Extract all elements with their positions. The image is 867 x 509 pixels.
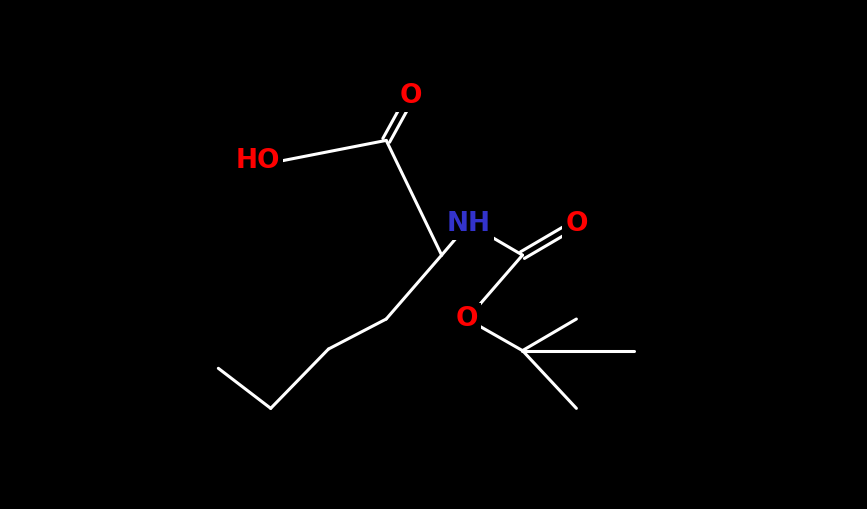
Text: NH: NH xyxy=(447,211,491,237)
Text: HO: HO xyxy=(236,148,280,174)
Text: O: O xyxy=(400,83,422,109)
Text: O: O xyxy=(565,211,588,237)
Text: O: O xyxy=(456,306,479,332)
